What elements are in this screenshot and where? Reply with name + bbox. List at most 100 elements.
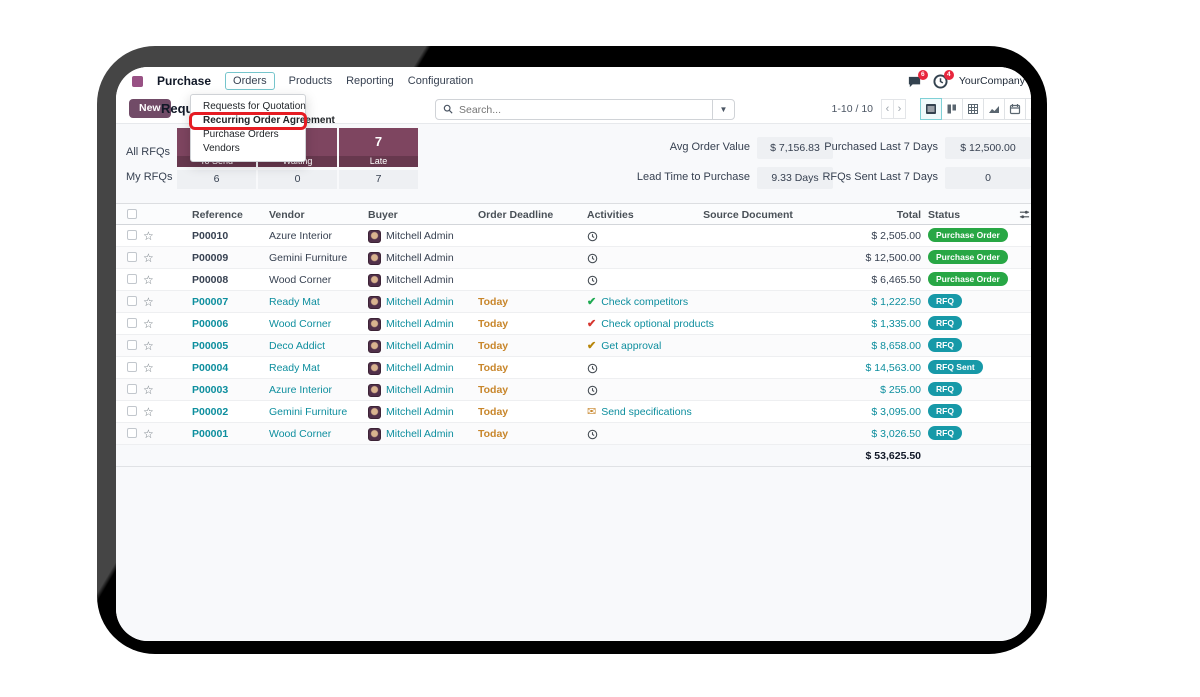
table-row[interactable]: ☆ P00001 Wood Corner Mitchell Admin Toda… [116,423,1031,445]
avatar [368,317,381,331]
activity-view-icon[interactable] [1025,98,1031,120]
row-checkbox[interactable] [127,296,137,307]
reference-link[interactable]: P00007 [192,296,229,308]
activities-clock-icon[interactable]: 4 [933,69,954,89]
reference-link[interactable]: P00010 [192,230,229,242]
menu-reporting[interactable]: Reporting [346,75,394,87]
table-row[interactable]: ☆ P00002 Gemini Furniture Mitchell Admin… [116,401,1031,423]
dropdown-item-requests-for-quotation[interactable]: Requests for Quotation [203,101,306,112]
graph-view-icon[interactable] [983,98,1005,120]
star-icon[interactable]: ☆ [143,229,154,243]
row-checkbox[interactable] [127,274,137,285]
select-all-checkbox[interactable] [127,209,137,220]
table-row[interactable]: ☆ P00007 Ready Mat Mitchell Admin Today … [116,291,1031,313]
reference-link[interactable]: P00006 [192,318,229,330]
header-total[interactable]: Total [896,209,921,221]
clock-activity-icon[interactable] [587,269,598,291]
list-view-icon[interactable] [920,98,942,120]
row-checkbox[interactable] [127,362,137,373]
clock-activity-icon[interactable] [587,423,598,445]
header-vendor[interactable]: Vendor [269,209,305,221]
reference-link[interactable]: P00005 [192,340,229,352]
search-bar[interactable]: ▼ [435,99,735,120]
row-checkbox[interactable] [127,340,137,351]
header-reference[interactable]: Reference [192,209,243,221]
star-icon[interactable]: ☆ [143,383,154,397]
pager-next-button[interactable]: › [893,99,906,119]
my-waiting-value[interactable]: 0 [258,170,337,189]
table-row[interactable]: ☆ P00004 Ready Mat Mitchell Admin Today … [116,357,1031,379]
purchase-app-icon[interactable] [132,75,143,87]
star-icon[interactable]: ☆ [143,405,154,419]
star-icon[interactable]: ☆ [143,361,154,375]
header-order-deadline[interactable]: Order Deadline [478,209,554,221]
my-to-send-value[interactable]: 6 [177,170,256,189]
calendar-view-icon[interactable] [1004,98,1026,120]
app-name[interactable]: Purchase [157,74,212,88]
table-row[interactable]: ☆ P00010 Azure Interior Mitchell Admin $… [116,225,1031,247]
total-cell: $ 8,658.00 [871,340,921,352]
star-icon[interactable]: ☆ [143,427,154,441]
mail-activity-icon[interactable]: ✉ [587,406,597,418]
row-checkbox[interactable] [127,318,137,329]
activity-summary[interactable]: Check optional products [601,318,714,330]
activity-summary[interactable]: Check competitors [601,296,689,308]
star-icon[interactable]: ☆ [143,273,154,287]
reference-link[interactable]: P00008 [192,274,229,286]
star-icon[interactable]: ☆ [143,317,154,331]
deadline-cell: Today [478,428,509,440]
my-late-value[interactable]: 7 [339,170,418,189]
dropdown-item-recurring-order-agreement[interactable]: Recurring Order Agreement [189,112,335,130]
clock-activity-icon[interactable] [587,225,598,247]
star-icon[interactable]: ☆ [143,251,154,265]
messages-icon[interactable]: 6 [907,69,928,89]
reference-link[interactable]: P00003 [192,384,229,396]
reference-link[interactable]: P00009 [192,252,229,264]
orders-dropdown-menu: Requests for Quotation Recurring Order A… [189,94,335,162]
dropdown-item-purchase-orders[interactable]: Purchase Orders [203,129,279,140]
table-row[interactable]: ☆ P00005 Deco Addict Mitchell Admin Toda… [116,335,1031,357]
dropdown-item-vendors[interactable]: Vendors [203,143,240,154]
reference-link[interactable]: P00002 [192,406,229,418]
table-row[interactable]: ☆ P00009 Gemini Furniture Mitchell Admin… [116,247,1031,269]
menu-configuration[interactable]: Configuration [407,75,474,87]
reference-link[interactable]: P00001 [192,428,229,440]
kanban-view-icon[interactable] [941,98,963,120]
star-icon[interactable]: ☆ [143,295,154,309]
menu-orders[interactable]: Orders [225,72,275,90]
search-input[interactable] [453,103,712,116]
row-checkbox[interactable] [127,252,137,263]
row-checkbox[interactable] [127,230,137,241]
check-activity-icon[interactable]: ✔ [587,318,597,330]
pivot-view-icon[interactable] [962,98,984,120]
menu-products[interactable]: Products [288,75,333,87]
row-checkbox[interactable] [127,384,137,395]
optional-columns-icon[interactable] [1019,204,1030,226]
check-activity-icon[interactable]: ✔ [587,340,597,352]
search-filter-caret[interactable]: ▼ [712,100,734,119]
clock-activity-icon[interactable] [587,247,598,269]
clock-activity-icon[interactable] [587,379,598,401]
clock-activity-icon[interactable] [587,357,598,379]
activity-summary[interactable]: Send specifications [601,406,692,418]
total-cell: $ 1,222.50 [871,296,921,308]
company-switcher[interactable]: YourCompany [958,75,1025,87]
header-activities[interactable]: Activities [587,209,634,221]
header-source-document[interactable]: Source Document [703,209,793,221]
row-checkbox[interactable] [127,406,137,417]
reference-link[interactable]: P00004 [192,362,229,374]
check-activity-icon[interactable]: ✔ [587,296,597,308]
activities-badge: 4 [943,69,954,80]
header-status[interactable]: Status [928,209,961,221]
table-row[interactable]: ☆ P00006 Wood Corner Mitchell Admin Toda… [116,313,1031,335]
my-rfqs-label: My RFQs [126,171,173,183]
table-row[interactable]: ☆ P00008 Wood Corner Mitchell Admin $ 6,… [116,269,1031,291]
avatar [368,339,381,353]
kpi-button-late[interactable]: 7 Late [339,128,418,167]
new-button[interactable]: New [129,99,171,118]
row-checkbox[interactable] [127,428,137,439]
table-row[interactable]: ☆ P00003 Azure Interior Mitchell Admin T… [116,379,1031,401]
star-icon[interactable]: ☆ [143,339,154,353]
activity-summary[interactable]: Get approval [601,340,662,352]
header-buyer[interactable]: Buyer [368,209,398,221]
